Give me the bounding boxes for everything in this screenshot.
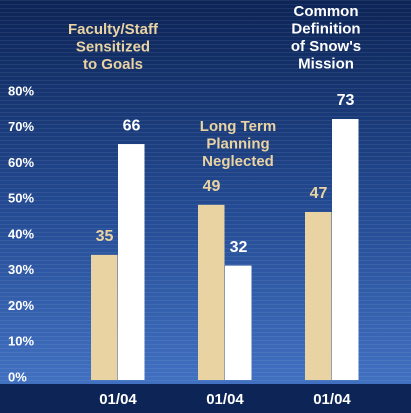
- y-tick-label: 0%: [8, 369, 27, 384]
- y-tick-label: 80%: [8, 83, 34, 98]
- annotation: to Goals: [83, 56, 143, 73]
- annotation: Mission: [298, 55, 354, 72]
- y-tick-label: 30%: [8, 262, 34, 277]
- data-label: 47: [310, 185, 328, 202]
- x-tick-label: 01/04: [313, 391, 351, 408]
- category-band: [0, 384, 411, 413]
- annotation: Definition: [291, 20, 360, 37]
- annotation: Long Term: [200, 118, 276, 135]
- data-label: 49: [203, 178, 221, 195]
- data-label: 66: [123, 117, 141, 134]
- bar: [198, 204, 225, 380]
- x-tick-label: 01/04: [99, 391, 137, 408]
- data-label: 32: [230, 239, 248, 256]
- annotation: Common: [294, 3, 359, 20]
- annotation: Sensitized: [76, 38, 150, 55]
- bar: [91, 254, 118, 380]
- annotation: of Snow's: [291, 38, 361, 55]
- annotation: Neglected: [202, 153, 274, 170]
- bar: [305, 211, 332, 380]
- y-tick-label: 20%: [8, 298, 34, 313]
- y-tick-label: 40%: [8, 226, 34, 241]
- bar: [332, 119, 359, 381]
- x-tick-label: 01/04: [206, 391, 244, 408]
- y-tick-label: 60%: [8, 155, 34, 170]
- annotation: Faculty/Staff: [68, 21, 159, 38]
- annotation: Planning: [206, 135, 269, 152]
- y-tick-label: 50%: [8, 191, 34, 206]
- y-tick-label: 10%: [8, 334, 34, 349]
- bar: [225, 265, 252, 380]
- bar: [118, 144, 145, 380]
- data-label: 35: [96, 228, 114, 245]
- y-tick-label: 70%: [8, 119, 34, 134]
- data-label: 73: [337, 92, 355, 109]
